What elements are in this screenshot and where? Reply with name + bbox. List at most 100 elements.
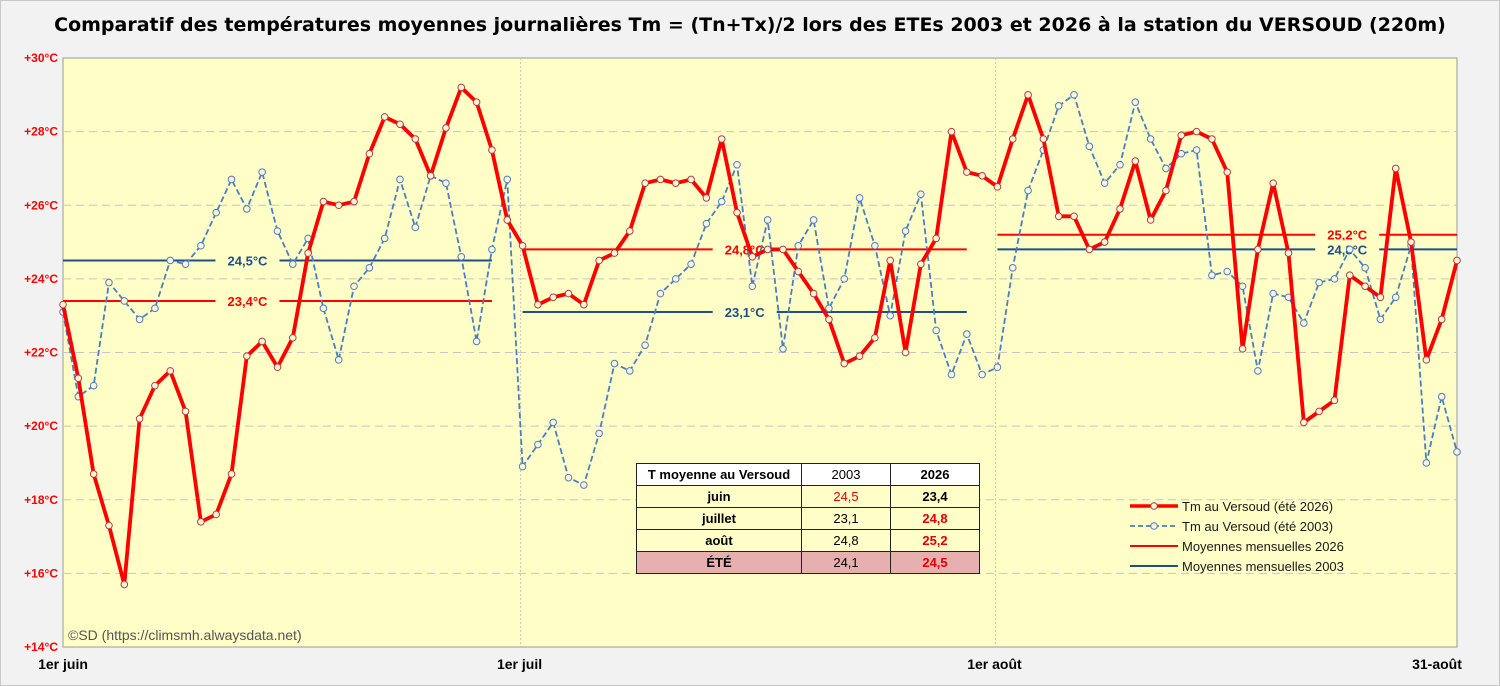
data-point xyxy=(334,356,343,364)
data-point xyxy=(1300,319,1308,327)
row-label: ÉTÉ xyxy=(636,551,802,574)
data-point xyxy=(963,168,971,176)
data-point xyxy=(702,194,711,202)
data-point xyxy=(1315,278,1323,287)
data-point xyxy=(89,381,98,390)
y-tick-label: +28°C xyxy=(24,125,58,139)
data-point xyxy=(1054,102,1063,110)
data-point xyxy=(1330,396,1339,405)
data-point xyxy=(748,252,757,261)
data-point xyxy=(288,260,297,268)
data-point xyxy=(1146,135,1155,143)
data-point xyxy=(212,510,220,519)
legend-swatch-2026 xyxy=(1130,502,1178,510)
data-point xyxy=(963,330,971,338)
y-tick-label: +14°C xyxy=(24,640,58,654)
data-point xyxy=(1223,267,1232,276)
data-point xyxy=(1085,245,1094,254)
data-point xyxy=(840,275,849,283)
data-point xyxy=(1024,91,1032,99)
data-point xyxy=(258,168,266,176)
copyright-text: ©SD (https://climsmh.alwaysdata.net) xyxy=(68,627,302,643)
data-point xyxy=(1300,418,1308,427)
legend-label: Moyennes mensuelles 2026 xyxy=(1182,538,1344,554)
data-point xyxy=(534,300,542,309)
data-point xyxy=(871,241,879,250)
mean-label-2026: 23,4°C xyxy=(228,294,269,309)
data-point xyxy=(625,227,634,235)
mean-label-2003: 24,5°C xyxy=(228,253,269,268)
data-point xyxy=(1100,179,1109,187)
data-point xyxy=(1238,345,1247,353)
data-point xyxy=(1116,160,1124,169)
data-point xyxy=(350,282,358,291)
data-point xyxy=(1192,127,1201,136)
data-point xyxy=(105,521,113,530)
data-point xyxy=(610,249,619,257)
x-tick-label: 31-août xyxy=(1412,656,1462,672)
data-point xyxy=(840,359,849,368)
data-point xyxy=(1254,245,1262,254)
data-point xyxy=(687,175,695,184)
data-point xyxy=(1391,164,1400,173)
data-point xyxy=(978,172,986,180)
data-point xyxy=(932,326,940,335)
data-point xyxy=(1345,245,1354,254)
y-axis: +14°C +16°C +18°C +20°C +22°C +24°C +26°C +28°C… xyxy=(24,51,58,654)
data-point xyxy=(227,175,236,184)
data-point xyxy=(1177,131,1186,140)
row-label: juin xyxy=(636,485,802,508)
value-2026: 25,2 xyxy=(890,529,980,552)
data-point xyxy=(993,183,1002,191)
data-point xyxy=(181,260,190,268)
data-point xyxy=(350,197,358,206)
data-point xyxy=(166,367,175,375)
data-point xyxy=(717,135,726,143)
data-point xyxy=(794,241,803,250)
data-point xyxy=(319,197,328,206)
data-point xyxy=(702,219,711,228)
data-point xyxy=(120,297,129,305)
data-point xyxy=(656,289,665,298)
data-point xyxy=(1269,289,1277,298)
data-point xyxy=(1407,238,1415,246)
data-point xyxy=(1238,282,1247,291)
legend-swatch-mean-2026 xyxy=(1130,545,1178,547)
data-point xyxy=(917,190,925,199)
mean-label-2003: 23,1°C xyxy=(725,305,766,320)
data-point xyxy=(978,370,986,379)
data-point xyxy=(273,363,282,372)
value-2026: 23,4 xyxy=(890,485,980,508)
data-point xyxy=(488,245,496,254)
data-point xyxy=(886,256,895,265)
data-point xyxy=(1376,315,1385,324)
legend-swatch-2003 xyxy=(1130,522,1178,530)
data-point xyxy=(74,374,83,383)
data-point xyxy=(595,256,603,265)
data-point xyxy=(564,289,573,298)
data-point xyxy=(580,481,588,489)
table-row: août 24,8 25,2 xyxy=(636,529,980,552)
data-point xyxy=(1116,205,1124,213)
x-axis: 1er juin 1er juil 1er août 31-août xyxy=(38,656,1462,672)
y-tick-label: +24°C xyxy=(24,272,58,286)
data-point xyxy=(380,234,389,243)
data-point xyxy=(472,337,481,346)
data-point xyxy=(319,304,328,313)
data-point xyxy=(901,227,910,235)
data-point xyxy=(1254,367,1262,375)
data-point xyxy=(1315,407,1323,416)
data-point xyxy=(733,208,741,217)
data-point xyxy=(1131,157,1140,165)
data-point xyxy=(442,124,450,132)
data-point xyxy=(794,267,803,276)
data-point xyxy=(1422,459,1431,467)
data-point xyxy=(288,333,297,342)
table-header-2003: 2003 xyxy=(801,463,891,486)
data-point xyxy=(641,179,649,187)
data-point xyxy=(1070,212,1078,221)
data-point xyxy=(59,300,67,309)
row-label: juillet xyxy=(636,507,802,530)
data-point xyxy=(763,216,772,224)
data-point xyxy=(1070,91,1078,99)
